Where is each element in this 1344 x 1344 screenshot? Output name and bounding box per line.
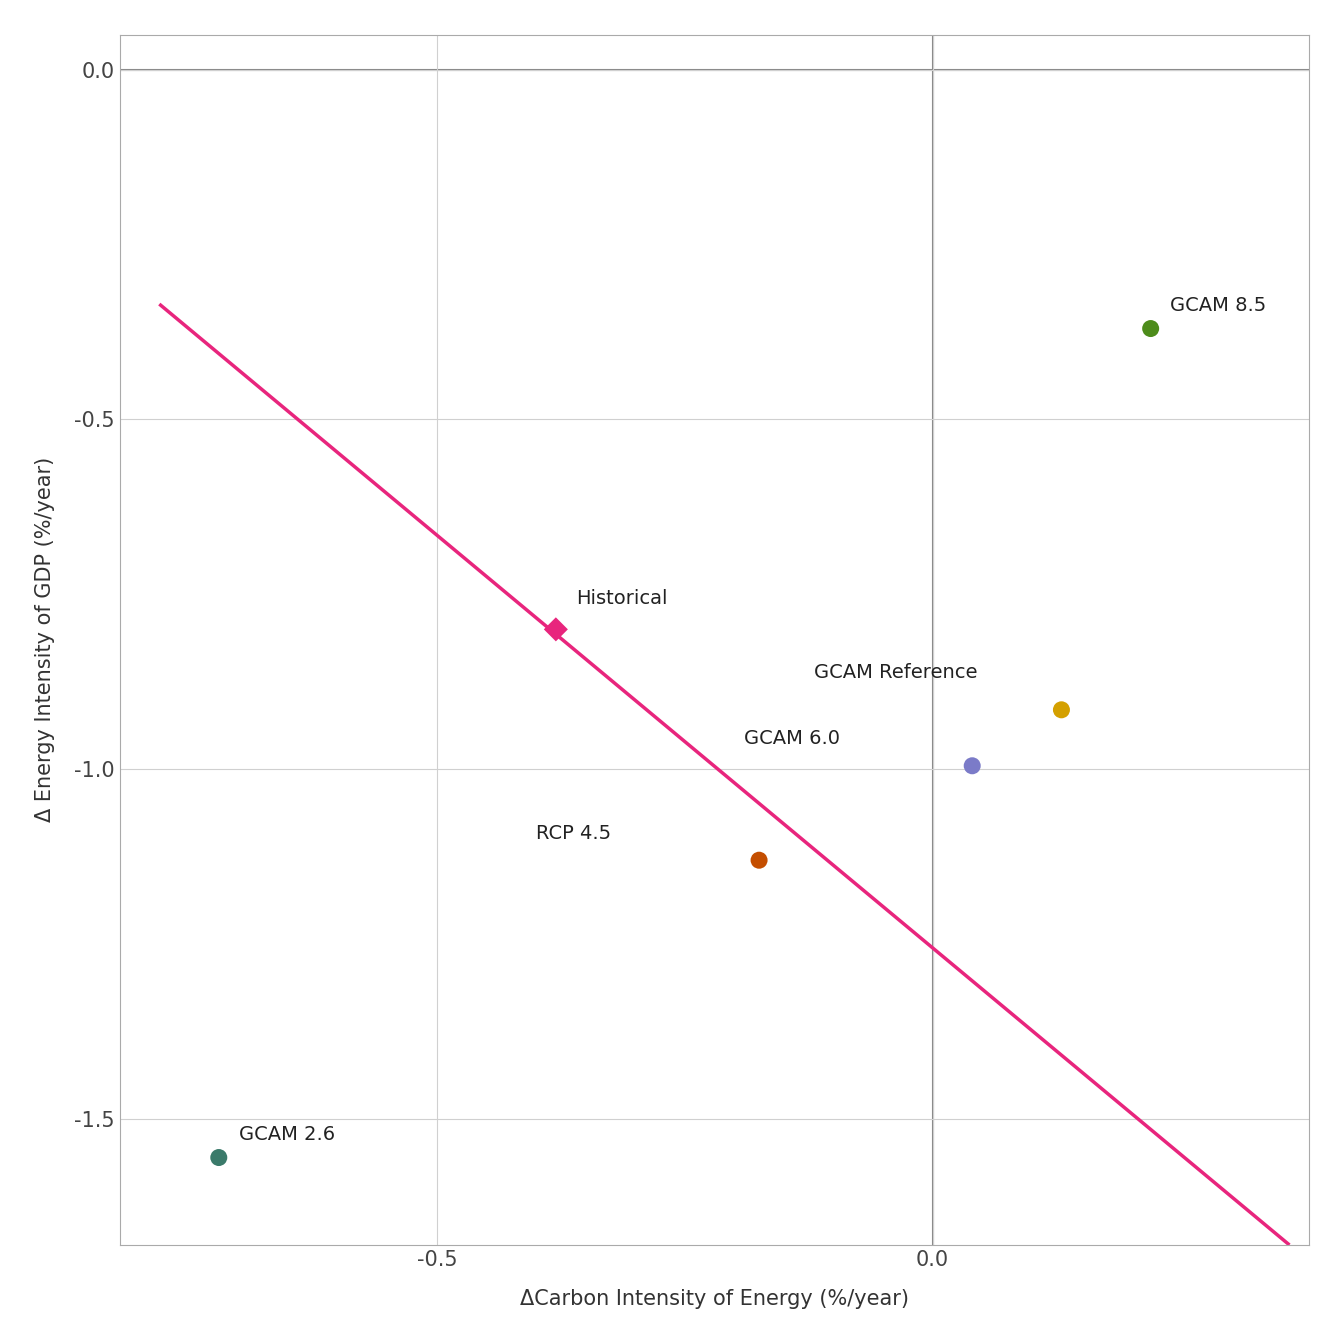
Y-axis label: Δ Energy Intensity of GDP (%/year): Δ Energy Intensity of GDP (%/year)	[35, 457, 55, 823]
Text: GCAM Reference: GCAM Reference	[813, 663, 977, 681]
Text: RCP 4.5: RCP 4.5	[536, 824, 612, 843]
Text: GCAM 6.0: GCAM 6.0	[745, 730, 840, 749]
Point	[961, 755, 982, 777]
X-axis label: ΔCarbon Intensity of Energy (%/year): ΔCarbon Intensity of Energy (%/year)	[520, 1289, 909, 1309]
Point	[749, 849, 770, 871]
Point	[208, 1146, 230, 1168]
Text: GCAM 8.5: GCAM 8.5	[1171, 296, 1267, 314]
Text: Historical: Historical	[575, 590, 667, 609]
Point	[546, 618, 567, 640]
Point	[1051, 699, 1073, 720]
Point	[1140, 317, 1161, 339]
Text: GCAM 2.6: GCAM 2.6	[239, 1125, 335, 1144]
